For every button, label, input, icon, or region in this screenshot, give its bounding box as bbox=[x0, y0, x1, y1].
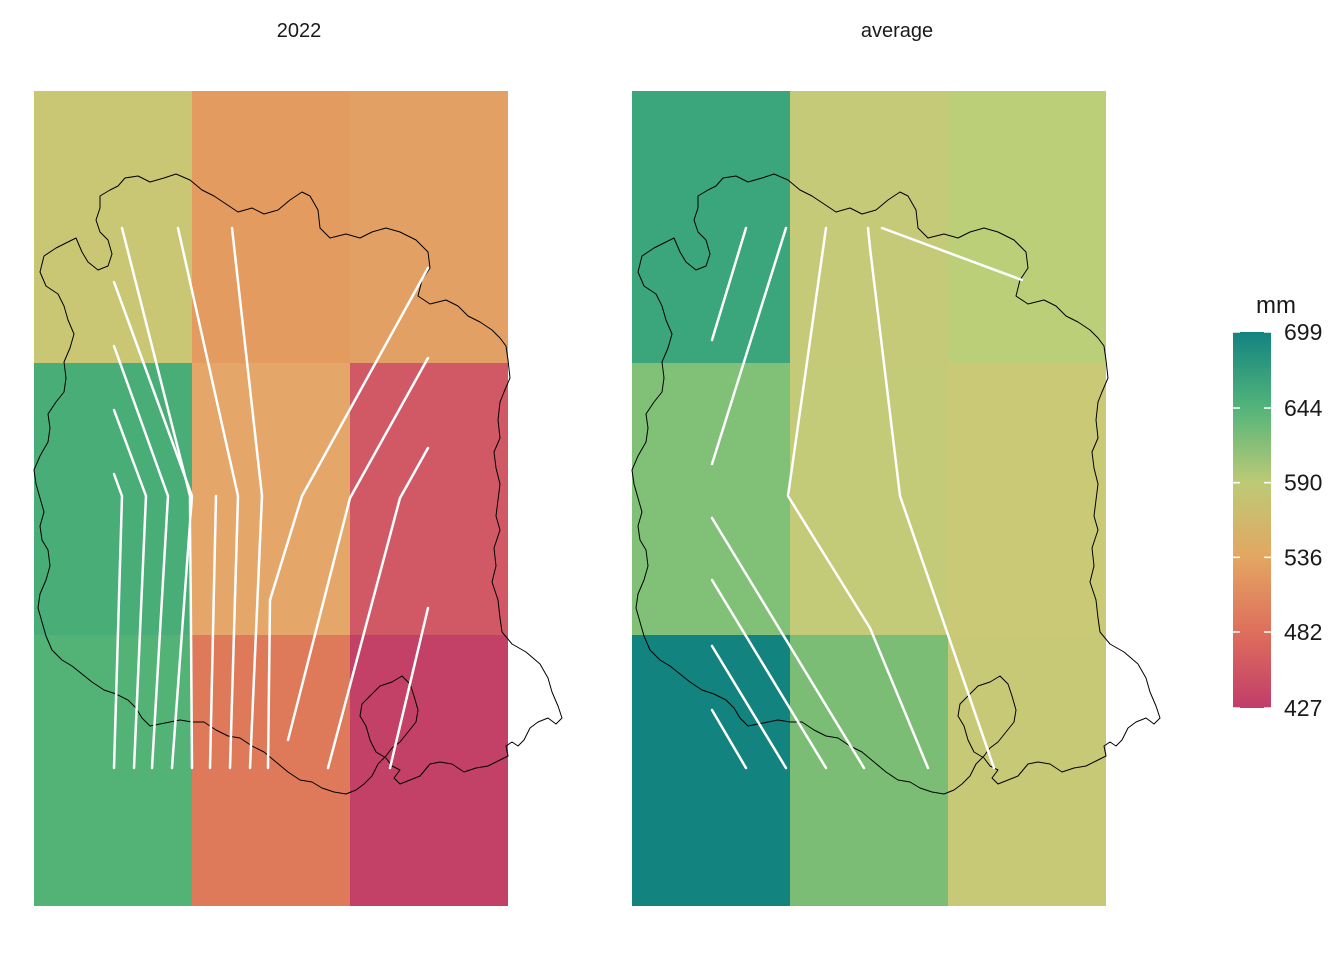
raster-grid bbox=[34, 91, 508, 906]
legend-ticks: 699 644 590 536 482 427 bbox=[1233, 319, 1323, 721]
raster-cell bbox=[34, 635, 192, 906]
streamline bbox=[326, 446, 430, 770]
wind-streamlines bbox=[112, 226, 430, 770]
raster-cell bbox=[350, 635, 508, 906]
streamline bbox=[230, 226, 264, 770]
map-panel-2022: 2022 bbox=[33, 20, 563, 906]
legend-label: 482 bbox=[1284, 619, 1322, 645]
legend-label: 427 bbox=[1284, 695, 1322, 721]
raster-cell bbox=[790, 635, 948, 906]
wind-streamlines bbox=[710, 226, 1024, 770]
raster-cell bbox=[948, 363, 1106, 635]
map-panel-average: average bbox=[631, 20, 1161, 906]
raster-cell bbox=[350, 91, 508, 363]
legend-colorbar bbox=[1233, 332, 1271, 708]
raster-cell bbox=[948, 91, 1106, 363]
streamline bbox=[112, 280, 194, 770]
raster-cell bbox=[948, 635, 1106, 906]
streamline bbox=[866, 226, 996, 770]
legend-label: 590 bbox=[1284, 470, 1322, 496]
raster-grid bbox=[632, 91, 1106, 906]
streamline bbox=[266, 266, 430, 770]
legend-title: mm bbox=[1256, 292, 1296, 319]
raster-cell bbox=[632, 91, 790, 363]
color-legend: mm 699 644 590 536 482 427 bbox=[1233, 292, 1323, 721]
streamline bbox=[710, 226, 748, 342]
streamline bbox=[286, 356, 430, 742]
panel-title: average bbox=[861, 20, 933, 42]
streamline bbox=[710, 578, 828, 770]
streamline bbox=[710, 708, 748, 770]
legend-label: 644 bbox=[1284, 395, 1323, 421]
raster-cell bbox=[34, 363, 192, 635]
streamline bbox=[208, 494, 218, 770]
streamline bbox=[786, 226, 930, 770]
streamline bbox=[120, 226, 194, 770]
streamline bbox=[880, 226, 1024, 282]
streamline bbox=[112, 344, 170, 770]
raster-cell bbox=[192, 635, 350, 906]
legend-label: 536 bbox=[1284, 544, 1322, 570]
streamline bbox=[710, 226, 788, 466]
streamline bbox=[112, 408, 148, 770]
streamline bbox=[112, 472, 124, 770]
streamline bbox=[710, 644, 788, 770]
raster-cell bbox=[632, 363, 790, 635]
raster-cell bbox=[192, 91, 350, 363]
streamline bbox=[176, 226, 240, 770]
raster-cell bbox=[790, 91, 948, 363]
legend-label: 699 bbox=[1284, 319, 1322, 345]
panel-title: 2022 bbox=[277, 20, 322, 42]
raster-cell bbox=[34, 91, 192, 363]
streamline bbox=[388, 606, 430, 770]
raster-cell bbox=[790, 363, 948, 635]
raster-cell bbox=[632, 635, 790, 906]
streamline bbox=[710, 516, 866, 770]
